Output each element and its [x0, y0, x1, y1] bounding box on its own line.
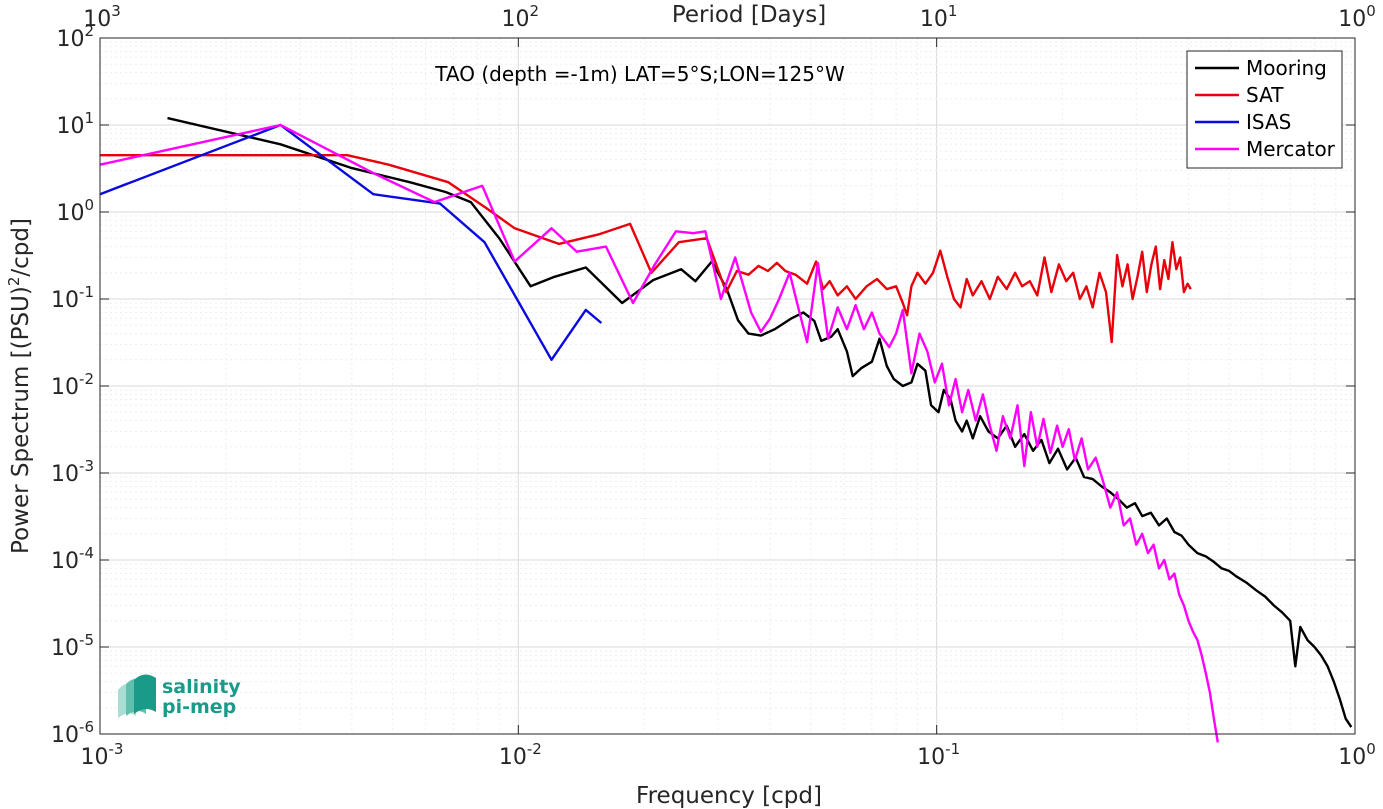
logo-mark-icon	[118, 674, 156, 718]
series-line-isas	[99, 123, 603, 361]
y-axis-label: Power Spectrum [(PSU)2/cpd]	[5, 218, 34, 554]
x-tick-label: 100	[1338, 740, 1376, 770]
legend-label-sat: SAT	[1246, 83, 1284, 107]
y-tick-label: 10-5	[51, 631, 94, 661]
svg-text:Power Spectrum [(PSU)2/cpd]: Power Spectrum [(PSU)2/cpd]	[5, 218, 34, 554]
y-tick-label: 10-2	[51, 370, 94, 400]
y-tick-label: 10-1	[51, 283, 94, 313]
top-tick-label: 101	[920, 2, 958, 32]
legend-label-isas: ISAS	[1246, 110, 1291, 134]
x-axis-label: Frequency [cpd]	[636, 783, 822, 809]
y-tick-label: 10-3	[51, 457, 94, 487]
top-tick-label: 103	[83, 2, 121, 32]
top-tick-label: 100	[1338, 2, 1376, 32]
y-tick-label: 102	[56, 22, 94, 52]
x-tick-label: 10-3	[81, 740, 124, 770]
series-line-mooring	[167, 116, 1353, 728]
series-line-sat	[100, 154, 1192, 344]
y-tick-label: 101	[56, 109, 94, 139]
legend-label-mooring: Mooring	[1246, 56, 1327, 80]
y-tick-label: 100	[56, 196, 94, 226]
top-tick-label: 102	[502, 2, 540, 32]
tick-marks	[99, 37, 1356, 735]
y-tick-label: 10-6	[51, 718, 94, 748]
series-lines	[99, 116, 1353, 743]
salinity-pimep-logo: salinity pi-mep	[118, 674, 241, 718]
x-tick-label: 10-2	[499, 740, 542, 770]
legend-label-mercator: Mercator	[1246, 137, 1336, 161]
chart-title: TAO (depth =-1m) LAT=5°S;LON=125°W	[434, 62, 845, 86]
legend: Mooring SAT ISAS Mercator	[1186, 50, 1343, 169]
series-line-mercator	[99, 123, 1219, 743]
x-tick-label: 10-1	[917, 740, 960, 770]
y-tick-label: 10-4	[51, 544, 94, 574]
logo-line-1: salinity	[162, 676, 241, 698]
top-axis-label: Period [Days]	[672, 2, 826, 28]
logo-line-2: pi-mep	[162, 696, 236, 718]
